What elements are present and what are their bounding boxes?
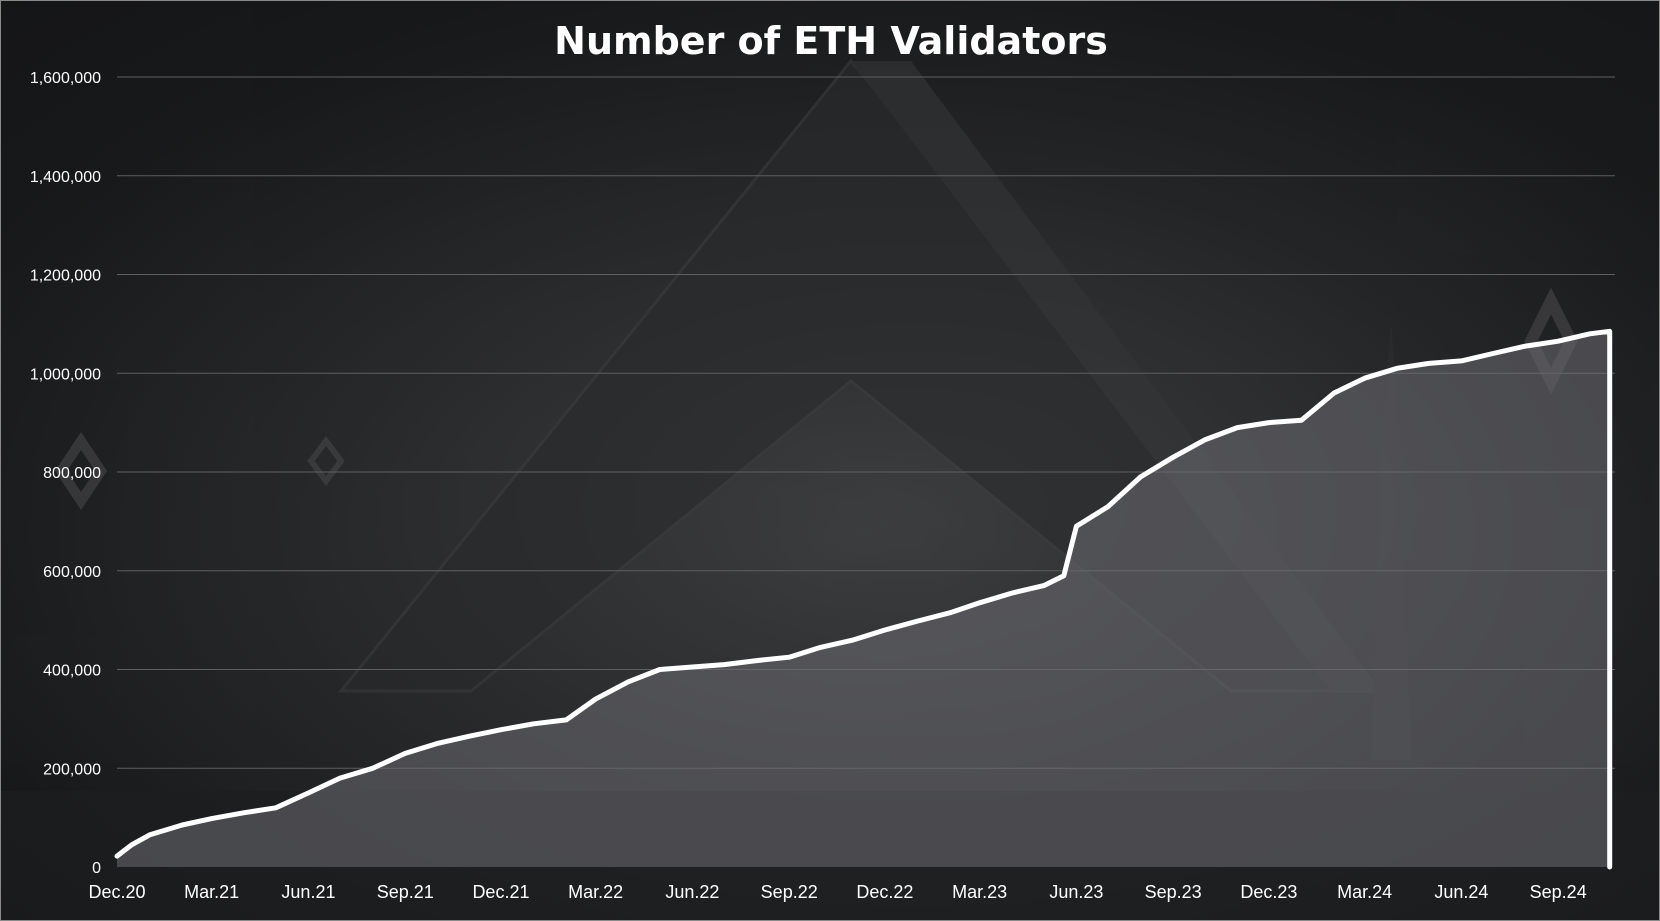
x-tick-label: Sep.23 (1145, 882, 1202, 902)
x-tick-label: Jun.23 (1049, 882, 1103, 902)
x-tick-label: Sep.24 (1530, 882, 1587, 902)
x-tick-label: Jun.21 (281, 882, 335, 902)
y-tick-label: 1,200,000 (30, 268, 101, 285)
x-tick-label: Mar.23 (952, 882, 1007, 902)
y-tick-label: 0 (92, 860, 101, 877)
x-tick-label: Mar.24 (1337, 882, 1392, 902)
x-tick-label: Jun.24 (1434, 882, 1488, 902)
x-tick-label: Dec.21 (472, 882, 529, 902)
x-tick-label: Jun.22 (665, 882, 719, 902)
x-tick-label: Mar.22 (568, 882, 623, 902)
y-tick-label: 1,400,000 (30, 169, 101, 186)
series-line (114, 328, 1613, 870)
chart-title: Number of ETH Validators (554, 19, 1108, 63)
series-area (114, 328, 1613, 870)
x-tick-label: Mar.21 (184, 882, 239, 902)
x-tick-label: Dec.23 (1240, 882, 1297, 902)
x-tick-label: Dec.22 (856, 882, 913, 902)
y-tick-label: 200,000 (43, 761, 101, 778)
x-tick-label: Dec.20 (88, 882, 145, 902)
x-tick-label: Sep.21 (377, 882, 434, 902)
y-tick-label: 600,000 (43, 564, 101, 581)
y-tick-label: 400,000 (43, 663, 101, 680)
y-tick-label: 1,600,000 (30, 70, 101, 87)
x-axis-ticks: Dec.20 Mar.21 Jun.21 Sep.21 Dec.21 Mar.22 Jun.… (88, 882, 1586, 902)
y-axis-ticks: 0 200,000 400,000 600,000 800,000 1,000,000 1,… (30, 70, 101, 877)
y-tick-label: 800,000 (43, 465, 101, 482)
y-tick-label: 1,000,000 (30, 366, 101, 383)
x-tick-label: Sep.22 (761, 882, 818, 902)
